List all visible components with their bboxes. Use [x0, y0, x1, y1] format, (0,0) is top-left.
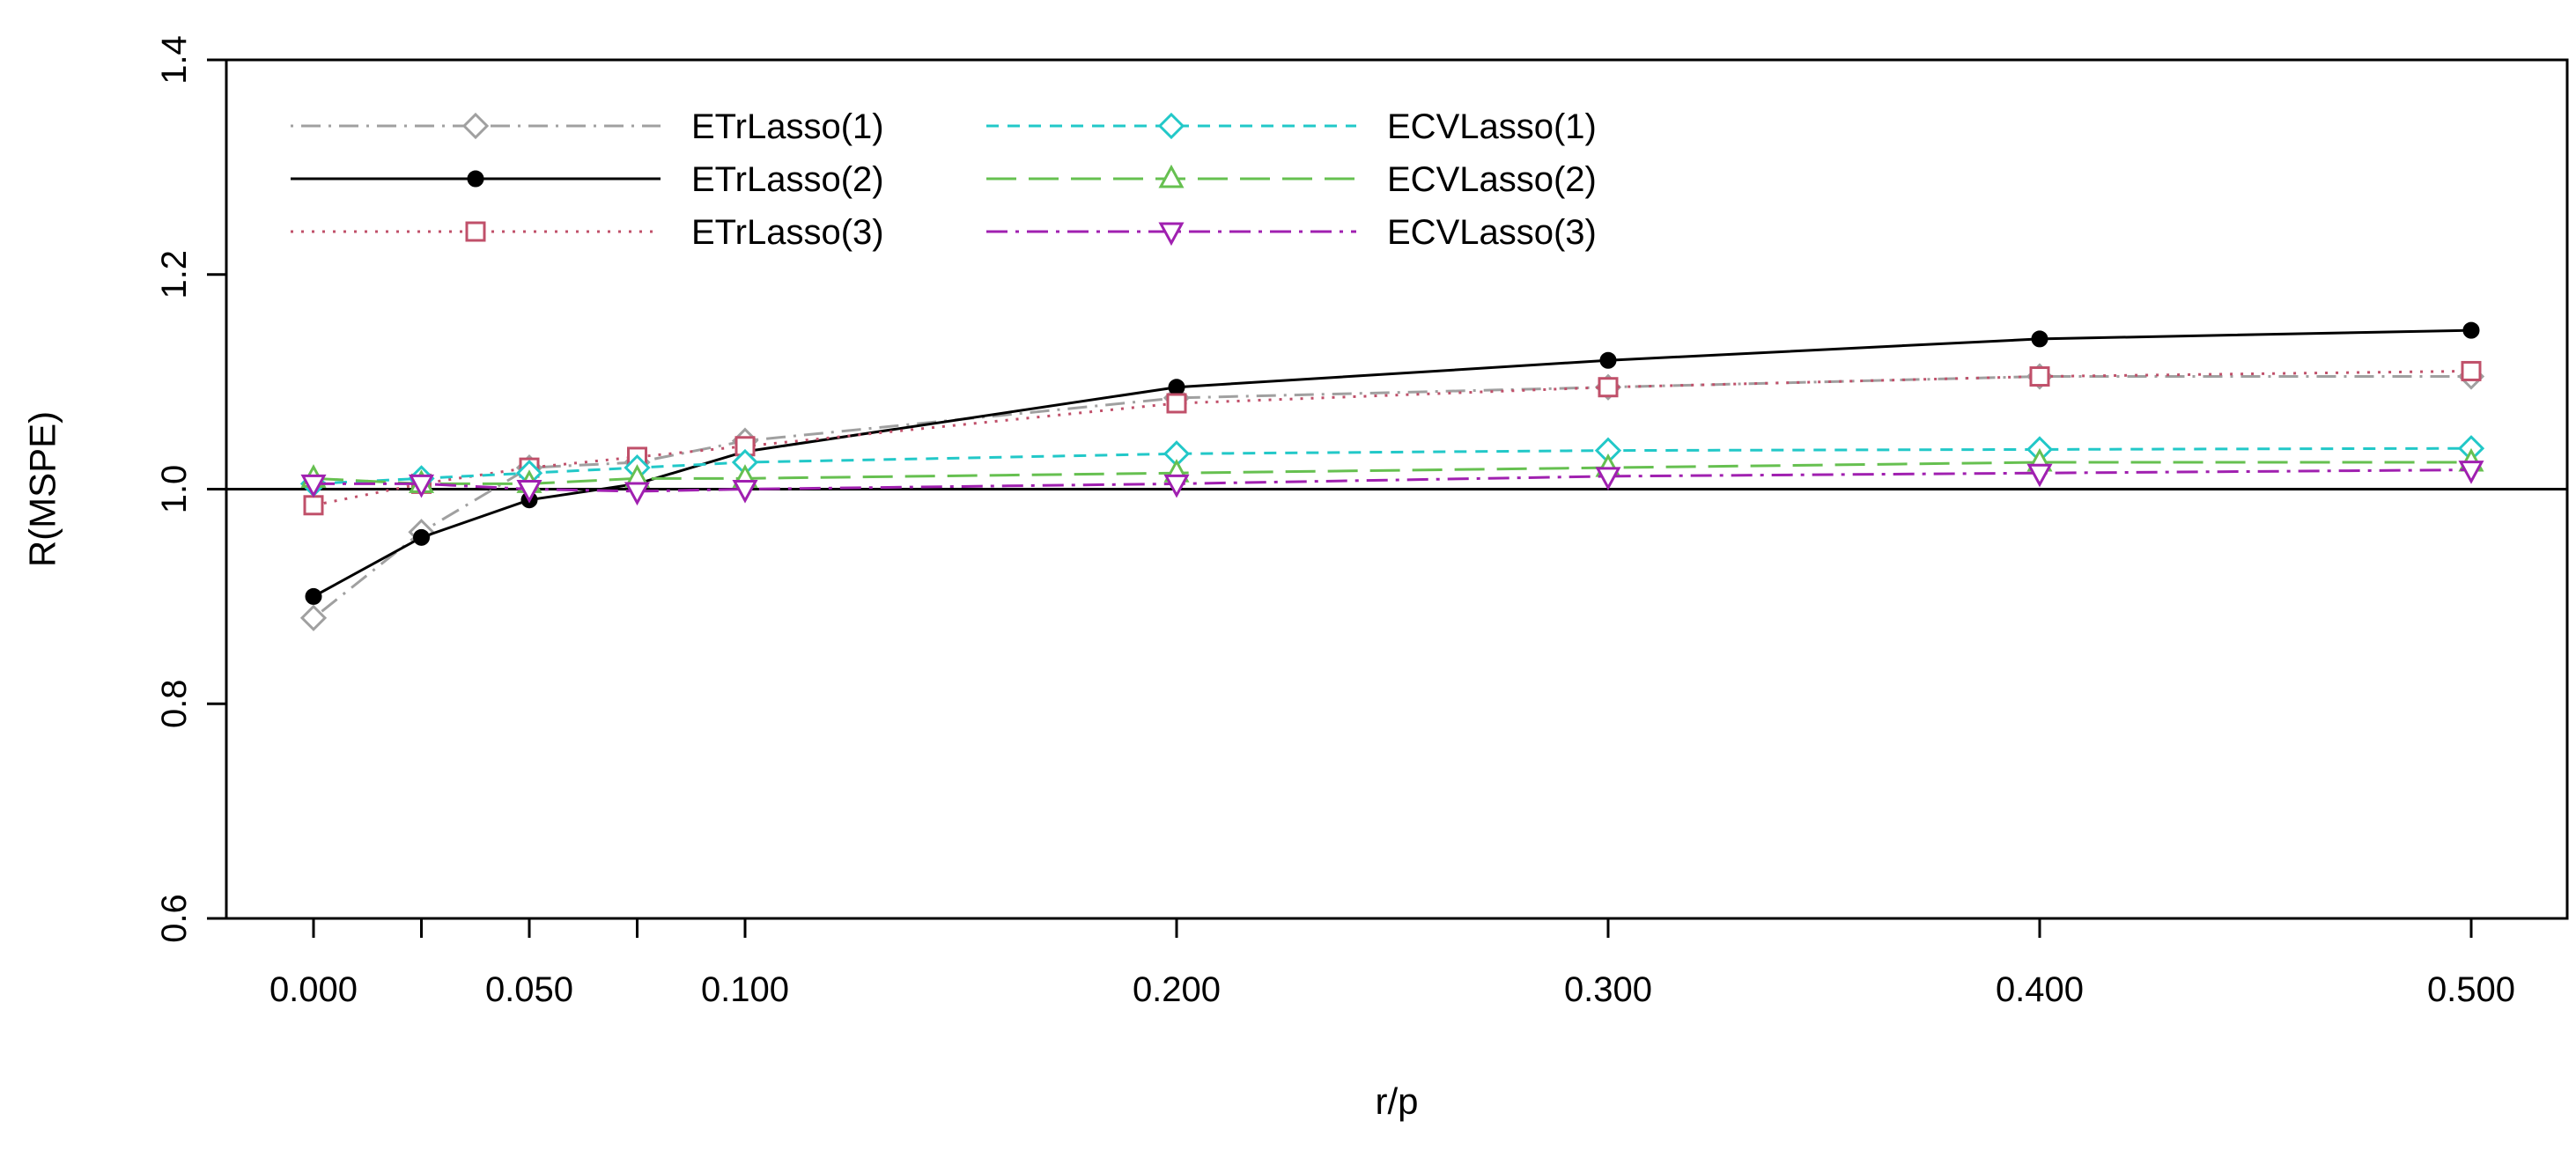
legend-item: ECVLasso(3) [986, 213, 1597, 252]
legend-item: ETrLasso(3) [291, 213, 884, 252]
data-point [305, 587, 322, 605]
data-point [2462, 321, 2480, 339]
legend-marker [467, 170, 484, 188]
legend-label: ETrLasso(3) [691, 213, 884, 252]
data-point [413, 528, 430, 546]
x-tick-label: 0.400 [1996, 970, 2084, 1009]
x-tick-label: 0.300 [1564, 970, 1652, 1009]
data-point [1595, 467, 1621, 491]
data-point [1166, 393, 1187, 414]
data-point [624, 482, 651, 506]
legend-label: ECVLasso(3) [1387, 213, 1597, 252]
data-point [2026, 463, 2053, 488]
data-point [2461, 360, 2482, 381]
x-tick-label: 0.200 [1133, 970, 1221, 1009]
legend-item: ECVLasso(1) [986, 107, 1597, 146]
x-axis-title: r/p [1375, 1080, 1418, 1122]
legend-marker [1158, 164, 1185, 188]
data-point [516, 480, 543, 504]
legend-label: ECVLasso(2) [1387, 160, 1597, 199]
legend-label: ECVLasso(1) [1387, 107, 1597, 146]
data-point [1599, 351, 1617, 369]
data-point [2458, 461, 2484, 484]
x-tick-label: 0.500 [2427, 970, 2515, 1009]
legend-marker [1158, 222, 1185, 247]
data-point [303, 495, 324, 516]
legend-marker [465, 221, 486, 242]
series-ecvlasso3 [300, 461, 2484, 506]
legend-item: ECVLasso(2) [986, 160, 1597, 199]
x-tick-label: 0.000 [269, 970, 358, 1009]
data-point [1163, 474, 1190, 498]
y-axis-title: R(MSPE) [22, 411, 63, 567]
legend-label: ETrLasso(1) [691, 107, 884, 146]
x-tick-label: 0.050 [485, 970, 573, 1009]
y-tick-label: 1.4 [155, 35, 194, 85]
data-point [2031, 330, 2048, 348]
y-tick-label: 1.2 [155, 250, 194, 299]
data-point [732, 480, 758, 504]
legend-marker [1157, 112, 1185, 140]
y-tick-label: 0.8 [155, 679, 194, 728]
data-point [408, 474, 435, 498]
data-point [299, 604, 328, 631]
y-tick-label: 1.0 [155, 465, 194, 514]
x-tick-label: 0.100 [701, 970, 789, 1009]
y-tick-label: 0.6 [155, 894, 194, 943]
data-point [2029, 366, 2050, 387]
legend-label: ETrLasso(2) [691, 160, 884, 199]
data-point [300, 474, 327, 498]
data-point [1598, 377, 1619, 398]
legend-marker [461, 112, 490, 140]
legend-item: ETrLasso(1) [291, 107, 884, 146]
data-point [1168, 379, 1185, 396]
series-line [314, 468, 2472, 493]
legend-item: ETrLasso(2) [291, 160, 884, 199]
